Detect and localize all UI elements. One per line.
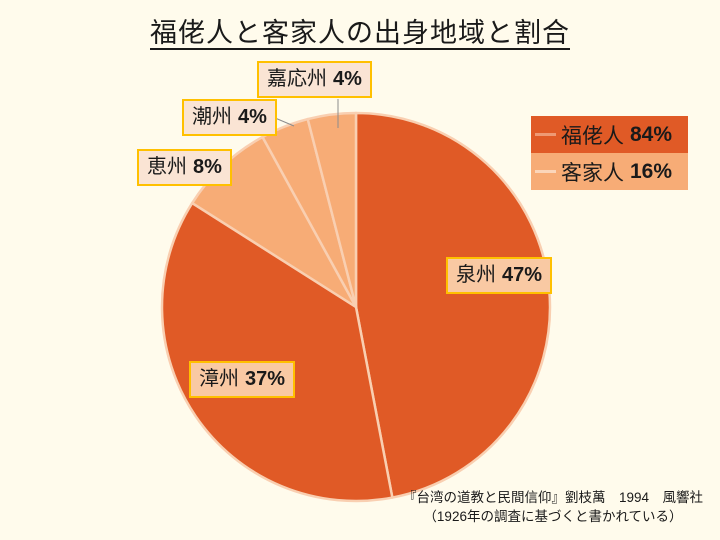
legend-item-hakka: 客家人 16% — [531, 153, 688, 190]
pie-slice-zhangzhou — [160, 201, 394, 503]
slice-label-pct: 47% — [502, 264, 543, 286]
legend-item-hoklo: 福佬人 84% — [531, 116, 688, 153]
slice-label-pct: 4% — [333, 68, 362, 90]
legend: 福佬人 84% 客家人 16% — [531, 116, 688, 190]
legend-pct: 16% — [630, 159, 673, 183]
slice-label-pct: 8% — [193, 156, 222, 178]
source-line-1: 『台湾の道教と民間信仰』劉枝萬 1994 風響社 — [402, 490, 704, 505]
slice-label-zhangzhou: 漳州 37% — [189, 361, 296, 398]
slice-label-chaozhou: 潮州 4% — [182, 99, 277, 136]
source-citation: 『台湾の道教と民間信仰』劉枝萬 1994 風響社 （1926年の調査に基づくと書… — [388, 489, 718, 526]
legend-label: 客家人 — [561, 161, 624, 185]
pie-slice-quanzhou — [354, 111, 552, 499]
slice-label-quanzhou: 泉州 47% — [446, 257, 553, 294]
slice-label-text: 潮州 — [192, 106, 232, 128]
pie-slice-jiayingzhou — [306, 111, 358, 309]
slice-label-pct: 4% — [238, 106, 267, 128]
slice-label-huizhou: 恵州 8% — [137, 149, 232, 186]
slice-label-text: 恵州 — [147, 156, 187, 178]
legend-dash-icon — [535, 170, 556, 173]
slice-label-text: 嘉応州 — [267, 68, 327, 90]
slice-label-jiayingzhou: 嘉応州 4% — [257, 61, 372, 98]
source-line-2: （1926年の調査に基づくと書かれている） — [423, 508, 683, 524]
slice-label-text: 泉州 — [456, 264, 496, 286]
legend-pct: 84% — [630, 122, 673, 146]
legend-label: 福佬人 — [561, 124, 624, 148]
slice-label-text: 漳州 — [199, 368, 239, 390]
slice-label-pct: 37% — [245, 368, 286, 390]
page-title: 福佬人と客家人の出身地域と割合 — [150, 18, 570, 48]
legend-dash-icon — [535, 133, 556, 136]
